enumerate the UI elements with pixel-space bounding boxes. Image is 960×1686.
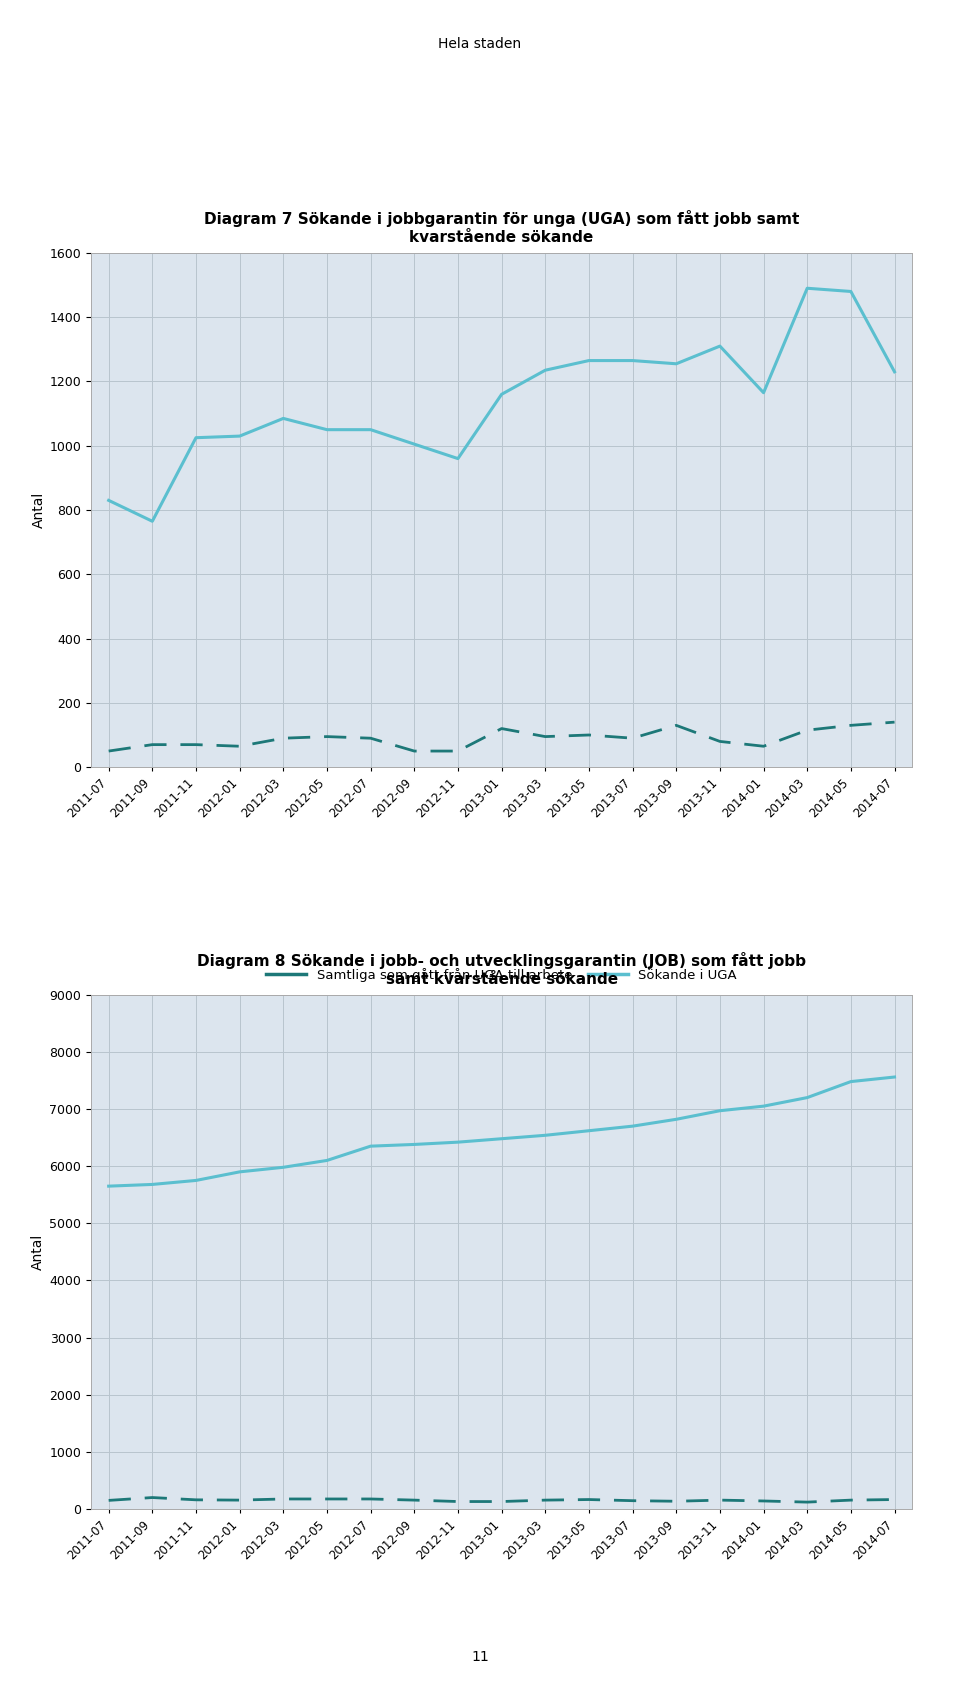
Legend: Samtliga som gått från UGA till arbete, Sökande i UGA: Samtliga som gått från UGA till arbete, … — [261, 963, 742, 986]
Y-axis label: Antal: Antal — [32, 1234, 45, 1270]
Title: Diagram 7 Sökande i jobbgarantin för unga (UGA) som fått jobb samt
kvarstående s: Diagram 7 Sökande i jobbgarantin för ung… — [204, 211, 800, 244]
Y-axis label: Antal: Antal — [32, 492, 45, 528]
Title: Diagram 8 Sökande i jobb- och utvecklingsgarantin (JOB) som fått jobb
samt kvars: Diagram 8 Sökande i jobb- och utveckling… — [197, 953, 806, 986]
Text: Hela staden: Hela staden — [439, 37, 521, 51]
Text: 11: 11 — [471, 1651, 489, 1664]
